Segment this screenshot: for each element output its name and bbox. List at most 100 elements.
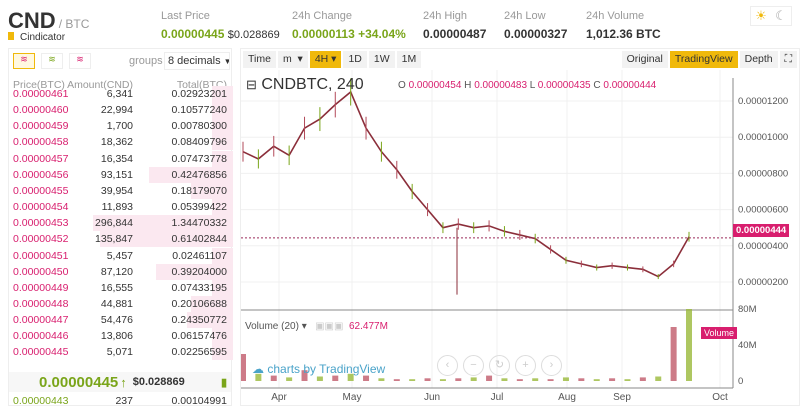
depth-bar bbox=[212, 247, 233, 264]
ask-row[interactable]: 0.00000448 44,881 0.20106688 bbox=[9, 295, 233, 312]
chart-nav-controls: ‹ − ↻ + › bbox=[437, 355, 562, 376]
volume-bar bbox=[363, 375, 370, 381]
order-book: ≋ ≋ ≋ groups 8 decimals ▼ Price(BTC)Amou… bbox=[8, 48, 233, 407]
stat-24h-volume: 24h Volume 1,012.36 BTC bbox=[586, 10, 661, 41]
current-price-badge: 0.00000444 bbox=[733, 224, 790, 237]
volume-bar bbox=[286, 377, 293, 381]
last-price-row: 0.00000445 ↑ $0.028869 ▮ bbox=[9, 372, 231, 392]
sun-icon[interactable]: ☀ bbox=[755, 8, 767, 23]
view-depth[interactable]: Depth bbox=[739, 51, 778, 68]
depth-bar bbox=[212, 118, 233, 135]
view-both-icon[interactable]: ≋ bbox=[13, 53, 35, 69]
depth-bar bbox=[212, 102, 233, 119]
ohlc-values: O 0.00000454 H 0.00000483 L 0.00000435 C… bbox=[398, 80, 657, 91]
volume-bar bbox=[609, 378, 616, 381]
ask-row[interactable]: 0.00000447 54,476 0.24350772 bbox=[9, 312, 233, 329]
ask-row[interactable]: 0.00000458 18,362 0.08409796 bbox=[9, 134, 233, 151]
bid-row[interactable]: 0.00000443 237 0.00104991 bbox=[13, 395, 227, 407]
view-tradingview[interactable]: TradingView bbox=[669, 51, 738, 68]
ask-row[interactable]: 0.00000452 135,847 0.61402844 bbox=[9, 231, 233, 248]
quote-symbol: / BTC bbox=[58, 17, 90, 31]
reset-icon[interactable]: ↻ bbox=[489, 355, 510, 376]
volume-bar bbox=[455, 378, 462, 381]
view-asks-icon[interactable]: ≋ bbox=[69, 53, 91, 69]
price-chart[interactable]: 0.00000200 0.00000400 0.00000600 0.00000800… bbox=[241, 70, 800, 406]
volume-bar bbox=[486, 375, 493, 381]
interval-1d[interactable]: 1D bbox=[343, 51, 367, 68]
arrow-up-icon: ↑ bbox=[120, 374, 127, 390]
interval-toolbar: Time m ▾ 4H ▾ 1D 1W 1M bbox=[243, 51, 422, 68]
volume-tick-label: 80M bbox=[738, 304, 757, 315]
stat-24h-change: 24h Change 0.00000113 +34.04% bbox=[292, 10, 406, 41]
volume-tick-label: 0 bbox=[738, 376, 743, 387]
depth-bar bbox=[212, 328, 233, 345]
ask-row[interactable]: 0.00000459 1,700 0.00780300 bbox=[9, 118, 233, 135]
volume-bar bbox=[562, 377, 569, 381]
depth-bar bbox=[212, 344, 233, 361]
price-tick-label: 0.00000800 bbox=[738, 168, 788, 179]
depth-bar bbox=[100, 231, 233, 248]
view-bids-icon[interactable]: ≋ bbox=[41, 53, 63, 69]
volume-bar bbox=[686, 309, 692, 381]
zoom-in-icon[interactable]: + bbox=[515, 355, 536, 376]
volume-bar bbox=[409, 379, 416, 381]
ask-row[interactable]: 0.00000453 296,844 1.34470332 bbox=[9, 215, 233, 232]
ask-row[interactable]: 0.00000454 11,893 0.05399422 bbox=[9, 199, 233, 216]
fullscreen-icon[interactable]: ⛶ bbox=[779, 51, 797, 68]
moon-icon[interactable]: ☾ bbox=[775, 8, 787, 23]
chart-legend: ⊟ CNDBTC, 240 bbox=[246, 76, 364, 93]
zoom-out-icon[interactable]: − bbox=[463, 355, 484, 376]
volume-bar bbox=[439, 379, 446, 381]
volume-legend: Volume (20) ▾ ▣▣▣ 62.477M bbox=[245, 321, 388, 332]
depth-bar bbox=[191, 295, 233, 312]
stat-last-price: Last Price 0.00000445 $0.028869 bbox=[161, 10, 280, 41]
volume-bar bbox=[578, 378, 585, 381]
volume-bar bbox=[347, 373, 354, 381]
interval-1w[interactable]: 1W bbox=[368, 51, 395, 68]
price-tick-label: 0.00000400 bbox=[738, 241, 788, 252]
depth-bar bbox=[191, 182, 233, 199]
ask-row[interactable]: 0.00000460 22,994 0.10577240 bbox=[9, 102, 233, 119]
minutes-dropdown[interactable]: m ▾ bbox=[277, 51, 308, 68]
depth-bar bbox=[212, 279, 233, 296]
time-tick-label: May bbox=[343, 392, 362, 403]
view-original[interactable]: Original bbox=[621, 51, 668, 68]
volume-bar bbox=[639, 377, 646, 381]
stat-24h-high: 24h High 0.00000487 bbox=[423, 10, 487, 41]
volume-bar bbox=[332, 375, 339, 381]
scroll-left-icon[interactable]: ‹ bbox=[437, 355, 458, 376]
volume-bar bbox=[593, 379, 600, 381]
time-tick-label: Oct bbox=[712, 392, 728, 403]
decimals-select[interactable]: 8 decimals ▼ bbox=[164, 52, 230, 70]
ask-row[interactable]: 0.00000450 87,120 0.39204000 bbox=[9, 263, 233, 280]
ask-row[interactable]: 0.00000461 6,341 0.02923201 bbox=[9, 86, 233, 102]
volume-bar bbox=[670, 327, 677, 381]
interval-4h-dropdown[interactable]: 4H ▾ bbox=[309, 51, 342, 68]
price-line bbox=[242, 90, 690, 278]
volume-bar bbox=[424, 378, 431, 381]
price-tick-label: 0.00001200 bbox=[738, 96, 788, 107]
volume-bar bbox=[378, 378, 385, 381]
interval-1m[interactable]: 1M bbox=[396, 51, 422, 68]
ask-row[interactable]: 0.00000446 13,806 0.06157476 bbox=[9, 328, 233, 345]
time-button[interactable]: Time bbox=[243, 51, 276, 68]
caret-down-icon: ▼ bbox=[224, 57, 229, 66]
ask-row[interactable]: 0.00000445 5,071 0.02256595 bbox=[9, 344, 233, 361]
ask-row[interactable]: 0.00000451 5,457 0.02461107 bbox=[9, 247, 233, 264]
depth-bar bbox=[212, 150, 233, 167]
groups-label: groups bbox=[129, 55, 163, 67]
ask-row[interactable]: 0.00000456 93,151 0.42476856 bbox=[9, 166, 233, 183]
ask-row[interactable]: 0.00000457 16,354 0.07473778 bbox=[9, 150, 233, 167]
time-tick-label: Apr bbox=[271, 392, 287, 403]
time-tick-label: Jul bbox=[491, 392, 504, 403]
volume-bar bbox=[655, 376, 662, 381]
volume-bar bbox=[241, 354, 246, 381]
theme-toggle: ☀ ☾ bbox=[750, 6, 792, 26]
collapse-icon[interactable]: ⊟ bbox=[246, 77, 257, 92]
ask-row[interactable]: 0.00000455 39,954 0.18179070 bbox=[9, 182, 233, 199]
scroll-right-icon[interactable]: › bbox=[541, 355, 562, 376]
price-tick-label: 0.00001000 bbox=[738, 132, 788, 143]
volume-tick-label: 40M bbox=[738, 340, 757, 351]
volume-badge: Volume bbox=[701, 327, 738, 339]
ask-row[interactable]: 0.00000449 16,555 0.07433195 bbox=[9, 279, 233, 296]
